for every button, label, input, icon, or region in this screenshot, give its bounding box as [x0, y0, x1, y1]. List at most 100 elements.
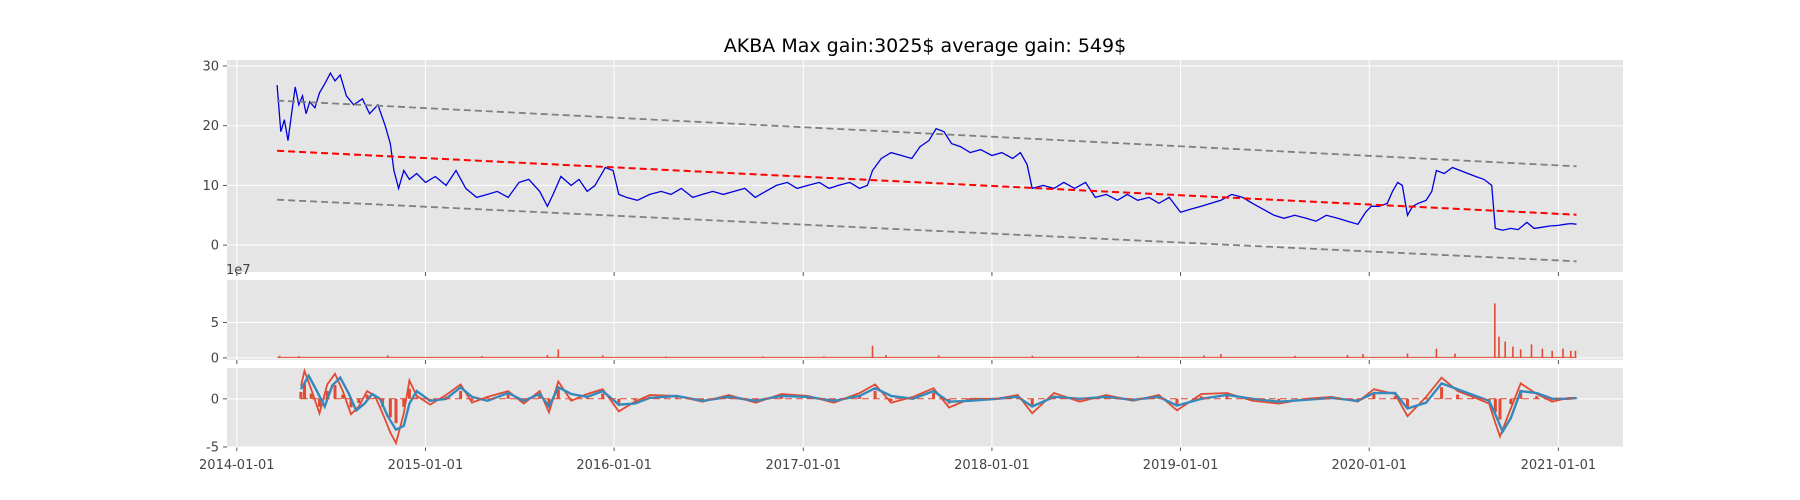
trend-line	[277, 149, 1577, 216]
volume-bar	[1530, 344, 1533, 358]
upper-band-line	[277, 99, 1577, 168]
price-y-tick-label: 30	[202, 59, 219, 74]
volume-bar	[1504, 341, 1506, 358]
oscillator-histogram-bar	[1030, 398, 1034, 407]
chart-title: AKBA Max gain:3025$ average gain: 549$	[724, 35, 1126, 57]
oscillator-histogram-bar	[407, 388, 411, 399]
oscillator-histogram-bar	[1424, 397, 1428, 399]
oscillator-histogram-bar	[1535, 396, 1539, 399]
oscillator-histogram-bar	[1277, 398, 1281, 402]
volume-bar	[1346, 355, 1349, 358]
volume-bar	[1136, 356, 1139, 358]
volume-offset-text: 1e7	[226, 263, 251, 278]
price-y-tick-label: 10	[202, 179, 219, 194]
price-line	[276, 71, 1577, 231]
volume-background	[227, 280, 1623, 360]
volume-bar	[1294, 355, 1296, 358]
price-background	[227, 60, 1623, 272]
volume-bar	[871, 345, 874, 358]
volume-bar	[665, 356, 667, 358]
x-tick-label: 2021-01-01	[1521, 458, 1597, 473]
x-tick-label: 2019-01-01	[1143, 458, 1219, 473]
x-tick-label: 2015-01-01	[388, 458, 464, 473]
price-y-tick-label: 20	[202, 119, 219, 134]
oscillator-histogram-bar	[873, 390, 877, 399]
volume-bar	[1406, 353, 1409, 358]
oscillator-histogram-bar	[1393, 396, 1397, 399]
oscillator-histogram-bar	[341, 394, 345, 399]
price-panel: 0 10 20 30	[202, 59, 1623, 276]
oscillator-histogram-bar	[318, 398, 322, 407]
volume-bar	[1519, 349, 1522, 358]
volume-bar	[278, 355, 281, 358]
volume-bar	[1203, 355, 1205, 358]
oscillator-histogram-bar	[547, 398, 551, 407]
oscillator-histogram-bar	[1509, 398, 1513, 405]
oscillator-histogram-bar	[1440, 387, 1444, 399]
oscillator-histogram-bar	[325, 390, 329, 399]
x-tick-label: 2017-01-01	[766, 458, 842, 473]
oscillator-histogram-bar	[459, 390, 463, 399]
volume-bar	[1031, 355, 1034, 358]
oscillator-histogram-bar	[309, 393, 313, 399]
oscillator-fast-line	[300, 367, 1577, 446]
oscillator-histogram-bar	[303, 383, 307, 399]
oscillator-histogram-bar	[601, 393, 605, 399]
volume-bar	[823, 356, 825, 358]
volume-bar	[557, 349, 560, 358]
oscillator-histogram-bar	[470, 398, 474, 401]
x-tick-label: 2016-01-01	[576, 458, 652, 473]
volume-bar	[601, 355, 604, 358]
volume-bar	[546, 355, 549, 358]
oscillator-panel: 2014-01-01 2015-01-01 2016-01-01 2017-01-01…	[199, 367, 1623, 473]
oscillator-histogram-bar	[415, 397, 419, 399]
volume-bar	[1512, 346, 1514, 358]
oscillator-histogram-bar	[388, 398, 392, 418]
volume-bar	[1541, 348, 1544, 358]
volume-bar	[1454, 353, 1456, 358]
oscillator-histogram-bar	[932, 393, 936, 399]
oscillator-histogram-bar	[1493, 398, 1497, 413]
volume-bar	[1569, 350, 1572, 358]
oscillator-histogram-bar	[299, 391, 303, 399]
oscillator-y-tick-label: 0	[211, 392, 219, 407]
x-tick-label: 2020-01-01	[1331, 458, 1407, 473]
oscillator-histogram-bar	[402, 398, 406, 407]
oscillator-histogram-bar	[858, 395, 862, 399]
volume-panel: 05	[211, 280, 1623, 366]
volume-bar	[1498, 336, 1500, 358]
oscillator-histogram-bar	[675, 397, 679, 399]
volume-bar	[386, 355, 389, 358]
oscillator-histogram-bar	[349, 398, 353, 408]
volume-y-tick-label: 5	[211, 316, 219, 331]
oscillator-background	[227, 368, 1623, 447]
volume-bar	[937, 355, 940, 358]
oscillator-histogram-bar	[617, 398, 621, 406]
oscillator-histogram-bar	[1199, 396, 1203, 399]
volume-bar	[298, 356, 300, 358]
oscillator-histogram-bar	[1498, 398, 1502, 420]
volume-bar	[1435, 348, 1438, 358]
oscillator-histogram-bar	[1471, 397, 1475, 399]
oscillator-histogram-bar	[365, 394, 369, 399]
x-tick-label: 2014-01-01	[199, 458, 275, 473]
oscillator-y-tick-label: -5	[206, 441, 219, 456]
oscillator-histogram-bar	[889, 398, 893, 401]
volume-bar	[1362, 353, 1364, 358]
oscillator-histogram-bar	[538, 394, 542, 399]
oscillator-histogram-bar	[556, 389, 560, 399]
oscillator-histogram-bar	[506, 394, 510, 399]
volume-bar	[1551, 350, 1553, 358]
oscillator-histogram-bar	[1175, 398, 1179, 406]
volume-bar	[1220, 353, 1222, 358]
oscillator-histogram-bar	[485, 397, 489, 399]
oscillator-histogram-bar	[394, 398, 398, 424]
oscillator-histogram-bar	[1225, 395, 1229, 399]
oscillator-histogram-bar	[633, 398, 637, 401]
x-tick-label: 2018-01-01	[954, 458, 1030, 473]
volume-bar	[762, 356, 764, 358]
oscillator-histogram-bar	[357, 398, 361, 404]
oscillator-histogram-bar	[1405, 398, 1409, 409]
volume-bar	[481, 356, 483, 358]
